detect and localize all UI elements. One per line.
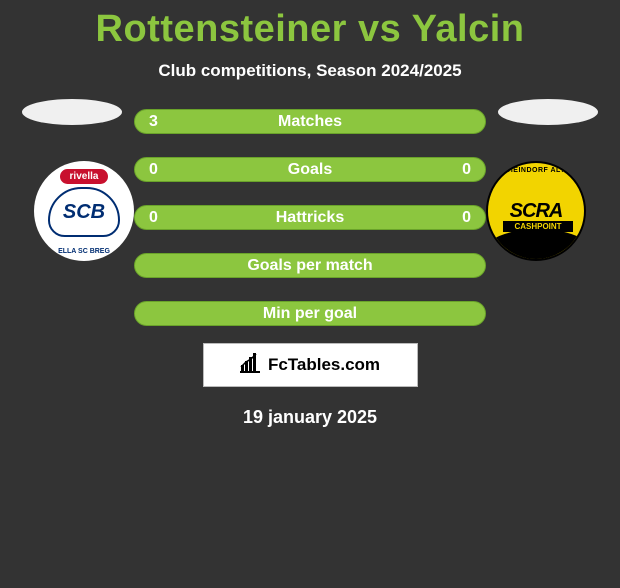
- stat-label: Goals: [288, 161, 332, 179]
- footer-date: 19 january 2025: [0, 407, 620, 428]
- club-badge-right: · RHEINDORF ALTA · SCRA CASHPOINT: [486, 161, 586, 261]
- right-team-column: · RHEINDORF ALTA · SCRA CASHPOINT: [486, 109, 606, 326]
- brand-box: FcTables.com: [203, 343, 418, 387]
- stat-label: Matches: [278, 113, 342, 131]
- stat-row-goals: 0 Goals 0: [134, 157, 486, 182]
- stat-value-right: 0: [462, 209, 471, 227]
- player-head-right: [498, 99, 598, 125]
- stat-value-left: 3: [149, 113, 158, 131]
- stats-area: rivella SCB ELLA SC BREG 3 Matches 0 Goa…: [0, 109, 620, 326]
- stat-row-min-per-goal: Min per goal: [134, 301, 486, 326]
- brand-text: FcTables.com: [268, 355, 380, 375]
- stat-value-left: 0: [149, 161, 158, 179]
- stat-value-right: 0: [462, 161, 471, 179]
- stat-label: Goals per match: [247, 257, 372, 275]
- badge-sub-text: ELLA SC BREG: [34, 248, 134, 255]
- stats-center-column: 3 Matches 0 Goals 0 0 Hattricks 0 Goals …: [134, 109, 486, 326]
- stat-label: Min per goal: [263, 305, 357, 323]
- bar-chart-icon: [240, 353, 262, 378]
- stat-row-matches: 3 Matches: [134, 109, 486, 134]
- player-head-left: [22, 99, 122, 125]
- stat-row-goals-per-match: Goals per match: [134, 253, 486, 278]
- page-subtitle: Club competitions, Season 2024/2025: [0, 61, 620, 81]
- left-team-column: rivella SCB ELLA SC BREG: [14, 109, 134, 326]
- stat-row-hattricks: 0 Hattricks 0: [134, 205, 486, 230]
- club-badge-left: rivella SCB ELLA SC BREG: [34, 161, 134, 261]
- badge-ribbon-label: rivella: [60, 169, 109, 184]
- stat-value-left: 0: [149, 209, 158, 227]
- page-title: Rottensteiner vs Yalcin: [0, 8, 620, 51]
- badge-main-text: SCB: [48, 187, 120, 237]
- badge-main-text: SCRA: [510, 200, 563, 223]
- stat-label: Hattricks: [276, 209, 344, 227]
- badge-arc-text: · RHEINDORF ALTA ·: [488, 167, 584, 174]
- badge-swoosh: [486, 229, 586, 261]
